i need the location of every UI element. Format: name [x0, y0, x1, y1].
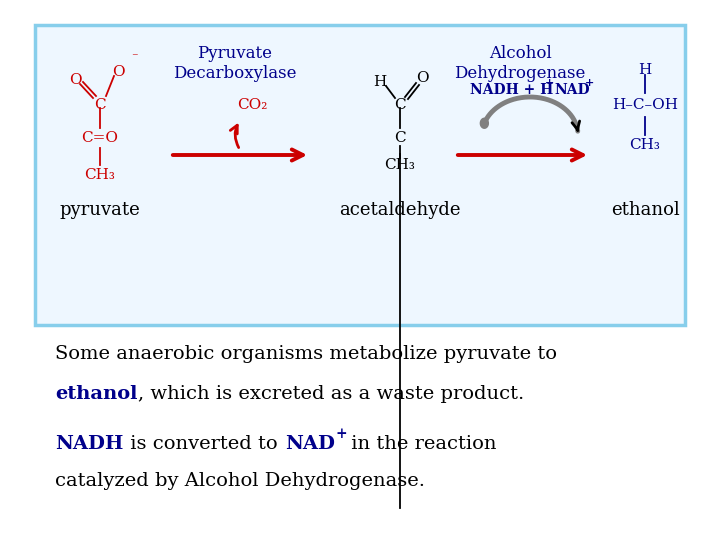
Text: H: H — [374, 75, 387, 89]
Text: C: C — [394, 131, 406, 145]
Text: O: O — [415, 71, 428, 85]
Text: H: H — [639, 63, 652, 77]
Text: +: + — [585, 77, 594, 87]
Text: CO₂: CO₂ — [237, 98, 267, 112]
FancyBboxPatch shape — [35, 25, 685, 325]
Text: C=O: C=O — [81, 131, 119, 145]
Text: C: C — [394, 98, 406, 112]
Polygon shape — [480, 118, 488, 129]
Text: Alcohol
Dehydrogenase: Alcohol Dehydrogenase — [454, 45, 585, 82]
Text: NADH: NADH — [55, 435, 123, 453]
Text: is converted to: is converted to — [125, 435, 284, 453]
Text: H–C–OH: H–C–OH — [612, 98, 678, 112]
Text: ethanol: ethanol — [55, 385, 138, 403]
Text: C: C — [94, 98, 106, 112]
Text: CH₃: CH₃ — [629, 138, 660, 152]
Text: NADH + H: NADH + H — [470, 83, 553, 97]
Text: NAD: NAD — [554, 83, 590, 97]
Text: , which is excreted as a waste product.: , which is excreted as a waste product. — [138, 385, 525, 403]
Text: Pyruvate
Decarboxylase: Pyruvate Decarboxylase — [174, 45, 297, 82]
Text: O: O — [68, 73, 81, 87]
Text: O: O — [112, 65, 125, 79]
Text: ⁻: ⁻ — [131, 51, 138, 64]
Text: CH₃: CH₃ — [84, 168, 115, 182]
Text: NAD: NAD — [285, 435, 336, 453]
Text: catalyzed by Alcohol Dehydrogenase.: catalyzed by Alcohol Dehydrogenase. — [55, 472, 425, 490]
Text: pyruvate: pyruvate — [60, 201, 140, 219]
Text: acetaldehyde: acetaldehyde — [339, 201, 461, 219]
Text: CH₃: CH₃ — [384, 158, 415, 172]
Text: in the reaction: in the reaction — [346, 435, 497, 453]
Text: Some anaerobic organisms metabolize pyruvate to: Some anaerobic organisms metabolize pyru… — [55, 345, 557, 363]
Text: ethanol: ethanol — [611, 201, 680, 219]
Text: +: + — [336, 427, 347, 441]
Text: +: + — [545, 77, 554, 87]
